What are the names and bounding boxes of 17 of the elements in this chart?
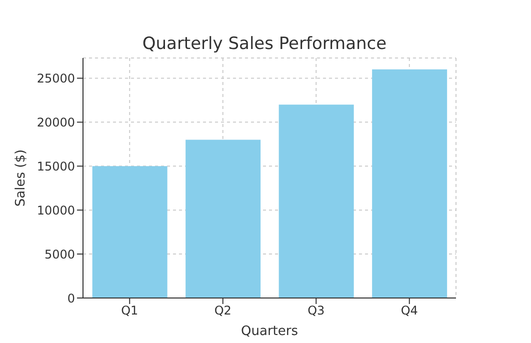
bar: [278, 104, 354, 298]
y-tick-label: 25000: [36, 71, 75, 86]
x-axis-title: Quarters: [241, 324, 298, 339]
y-tick-label: 20000: [36, 115, 75, 130]
y-axis-title: Sales ($): [14, 149, 29, 207]
x-tick-label: Q3: [308, 304, 325, 318]
x-tick-label: Q2: [214, 304, 232, 318]
chart-title: Quarterly Sales Performance: [141, 34, 388, 54]
bar: [186, 140, 261, 298]
x-tick-label: Q1: [121, 304, 138, 318]
y-tick-label: 15000: [36, 159, 75, 174]
y-tick-label: 5000: [44, 247, 75, 262]
bar: [92, 166, 168, 298]
x-tick-label: Q4: [400, 304, 418, 318]
y-tick-label: 0: [67, 291, 75, 306]
bar: [372, 69, 448, 298]
y-tick-label: 10000: [36, 203, 75, 218]
